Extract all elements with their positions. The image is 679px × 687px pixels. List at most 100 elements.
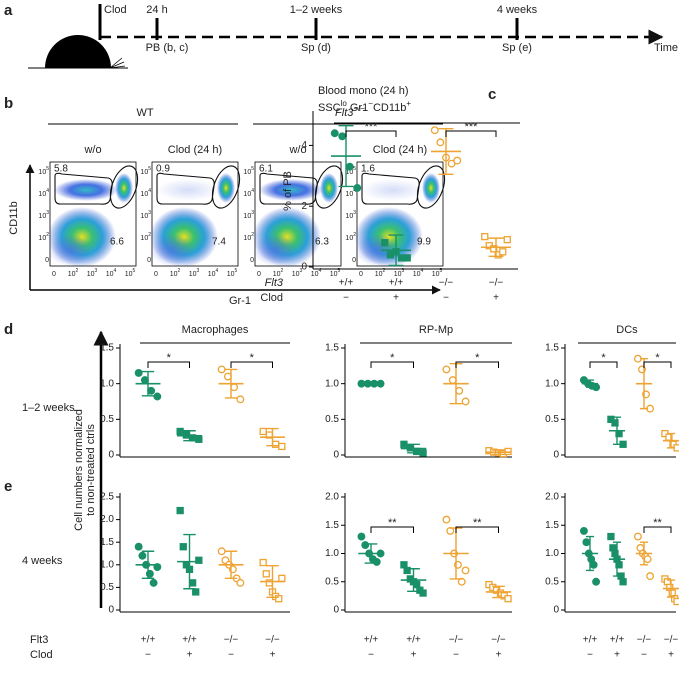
- tick-exp: 5: [440, 268, 443, 274]
- data-point: [673, 597, 679, 606]
- significance-bracket: [455, 526, 499, 533]
- x-tick-label: −: [228, 650, 234, 661]
- gate-value: 6.3: [315, 237, 329, 248]
- data-point: [259, 427, 267, 436]
- data-point: [436, 138, 445, 147]
- tick-exp: 2: [46, 232, 49, 238]
- x-tick-label: +/+: [583, 635, 598, 646]
- panel-label: c: [488, 86, 496, 103]
- data-point: [262, 570, 270, 578]
- data-point: [504, 595, 512, 603]
- data-point: [481, 232, 489, 241]
- y-tick-label: 1.0: [545, 378, 559, 389]
- x-tick-label: +: [493, 293, 499, 304]
- significance-label: *: [250, 352, 255, 364]
- data-point: [442, 515, 451, 524]
- tick-exp: 2: [148, 232, 151, 238]
- y-tick-label: 1.5: [325, 343, 339, 354]
- x-tick-label: −: [641, 650, 647, 661]
- data-point: [230, 383, 239, 392]
- tick-base: 10: [345, 235, 353, 242]
- gate: [361, 172, 420, 205]
- event-label: Clod: [104, 4, 127, 16]
- data-point: [453, 156, 462, 165]
- data-point: [503, 235, 511, 244]
- tick-base: 10: [243, 169, 251, 176]
- flow-tick-label: 0: [147, 257, 151, 264]
- data-point: [592, 577, 601, 586]
- significance-bracket: [589, 361, 618, 368]
- y-tick-label: 0.5: [545, 576, 559, 587]
- chart-title: RP-Mp: [419, 324, 453, 336]
- gate-value: 9.9: [417, 237, 431, 248]
- tick-exp: 4: [46, 188, 49, 194]
- tick-exp: 4: [114, 268, 117, 274]
- flow-tick-label: 0: [359, 271, 363, 278]
- tick-base: 0: [154, 271, 158, 278]
- tick-base: 10: [413, 271, 421, 278]
- x-tick-label: +: [496, 650, 502, 661]
- tick-exp: 3: [300, 268, 303, 274]
- tick-exp: 5: [46, 166, 49, 172]
- error-bar: [141, 370, 155, 397]
- density: [48, 234, 92, 266]
- shared-ylabel: to non-treated ctrls: [85, 424, 97, 516]
- tick-base: 10: [345, 169, 353, 176]
- sample-label: Sp (d): [301, 42, 331, 54]
- error-bar: [224, 368, 238, 399]
- flow-tick-label: 103: [38, 210, 49, 220]
- y-tick-label: 0: [553, 450, 559, 461]
- y-tick-label: 1.0: [325, 378, 339, 389]
- x-tick-label: +: [411, 650, 417, 661]
- data-point: [140, 376, 149, 385]
- y-tick-label: 0.5: [545, 414, 559, 425]
- data-point: [236, 395, 245, 404]
- data-point: [419, 589, 427, 597]
- error-bar: [407, 568, 420, 593]
- data-point: [455, 386, 464, 395]
- data-point: [149, 578, 158, 587]
- flow-tick-label: 102: [345, 232, 356, 242]
- y-tick-label: 4: [301, 140, 307, 151]
- tick-base: 10: [243, 213, 251, 220]
- significance-bracket: [370, 526, 414, 533]
- tick-exp: 4: [148, 188, 151, 194]
- tick-exp: 4: [319, 268, 322, 274]
- tick-base: 10: [125, 271, 133, 278]
- tick-exp: 2: [251, 232, 254, 238]
- significance-label: *: [390, 352, 395, 364]
- data-point: [179, 543, 187, 551]
- error-bar: [666, 432, 676, 449]
- subtitle-part: −: [368, 99, 373, 108]
- significance-label: ***: [465, 121, 479, 133]
- y-tick-label: 1.0: [100, 559, 114, 570]
- x-tick-label: −: [368, 650, 374, 661]
- data-point: [345, 162, 354, 171]
- tick-exp: 3: [46, 210, 49, 216]
- event-label: 4 weeks: [497, 4, 538, 16]
- data-point: [400, 440, 408, 448]
- error-bar: [639, 541, 649, 566]
- error-bar: [364, 382, 378, 386]
- y-tick-label: 0: [333, 450, 339, 461]
- significance-label: **: [388, 517, 397, 529]
- gate-value: 7.4: [212, 237, 226, 248]
- x-tick-label: +/+: [339, 278, 354, 289]
- y-label: % of PB: [282, 171, 294, 211]
- data-point: [217, 547, 226, 556]
- tick-base: 10: [106, 271, 114, 278]
- flow-tick-label: 103: [87, 268, 98, 278]
- flow-tick-label: 105: [125, 268, 136, 278]
- tick-base: 10: [140, 191, 148, 198]
- gate: [211, 165, 241, 209]
- x-tick-label: +/+: [141, 635, 156, 646]
- gate-value: 6.1: [259, 164, 273, 175]
- significance-bracket: [643, 361, 672, 368]
- flow-tick-label: 104: [38, 188, 49, 198]
- x-tick-label: +/+: [364, 635, 379, 646]
- significance-bracket: [643, 526, 672, 533]
- flow-tick-label: 105: [243, 166, 254, 176]
- data-point: [217, 365, 226, 374]
- tick-exp: 3: [353, 210, 356, 216]
- data-point: [153, 392, 162, 401]
